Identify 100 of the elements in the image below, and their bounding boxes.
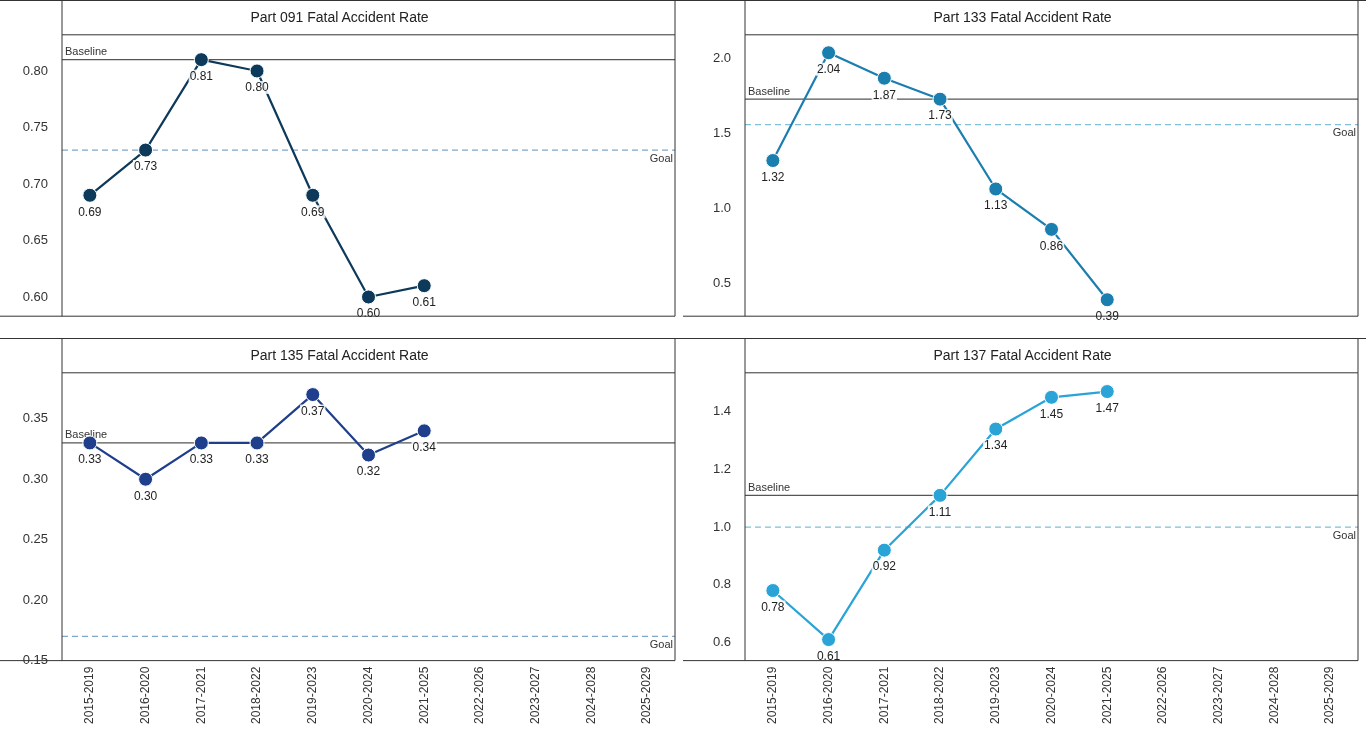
data-label: 1.34 [984, 438, 1008, 453]
point [876, 542, 892, 558]
data-label: 1.47 [1095, 400, 1120, 415]
point [1099, 292, 1115, 308]
data-label: 0.33 [189, 452, 214, 467]
x-tick-label: 2015-2019 [765, 666, 780, 724]
data-label: 1.11 [928, 504, 952, 519]
point [138, 142, 154, 158]
y-tick-label: 0.30 [22, 470, 48, 486]
x-tick-label: 2016-2020 [137, 666, 152, 724]
data-label: 0.33 [78, 452, 102, 467]
data-label: 0.34 [412, 440, 437, 455]
data-label: 0.37 [301, 403, 325, 418]
y-tick-label: 0.6 [712, 634, 731, 650]
x-tick-label: 2018-2022 [249, 666, 264, 724]
data-label: 0.33 [245, 452, 270, 467]
data-label: 0.86 [1039, 238, 1064, 253]
ref-line-label: Baseline [748, 84, 791, 97]
data-label: 0.78 [761, 599, 785, 614]
point [416, 278, 432, 294]
data-label: 2.04 [816, 62, 841, 77]
point [416, 423, 432, 439]
y-tick-label: 0.60 [22, 288, 48, 304]
x-tick-label: 2020-2024 [360, 666, 375, 724]
y-tick-label: 0.80 [22, 62, 48, 78]
point [361, 447, 376, 463]
y-tick-label: 0.25 [22, 531, 48, 547]
ref-line-label: Goal [1332, 126, 1356, 139]
point [1044, 389, 1059, 405]
point [932, 487, 948, 503]
point [361, 289, 376, 305]
point [193, 435, 209, 451]
chart-title: Part 135 Fatal Accident Rate [250, 347, 429, 364]
x-tick-label: 2017-2021 [193, 666, 208, 724]
point [82, 187, 98, 203]
point [988, 181, 1004, 197]
y-tick-label: 1.0 [712, 200, 731, 216]
ref-line-label: Goal [1332, 528, 1356, 541]
x-tick-label: 2018-2022 [932, 666, 947, 724]
y-tick-label: 2.0 [712, 50, 731, 66]
x-tick-label: 2019-2023 [988, 666, 1003, 724]
data-label: 1.73 [928, 108, 953, 123]
ref-line-label: Baseline [65, 428, 108, 441]
data-label: 0.30 [133, 488, 158, 503]
data-label: 1.32 [761, 169, 785, 184]
y-tick-label: 0.8 [712, 576, 731, 592]
y-tick-label: 1.4 [712, 403, 731, 419]
chart-title: Part 137 Fatal Accident Rate [933, 347, 1112, 364]
x-tick-label: 2022-2026 [1155, 666, 1170, 724]
chart-title: Part 091 Fatal Accident Rate [250, 9, 429, 26]
data-label: 0.81 [189, 68, 214, 83]
data-label: 1.87 [872, 87, 897, 102]
point [1044, 221, 1059, 237]
data-label: 0.73 [133, 159, 158, 174]
x-tick-label: 2021-2025 [1099, 666, 1114, 724]
y-tick-label: 0.70 [22, 175, 48, 191]
y-tick-label: 1.5 [712, 125, 731, 141]
x-tick-label: 2017-2021 [876, 666, 891, 724]
ref-line-label: Goal [649, 151, 673, 164]
x-tick-label: 2015-2019 [82, 666, 97, 724]
data-label: 0.61 [816, 648, 841, 663]
x-tick-label: 2025-2029 [1322, 666, 1337, 724]
point [765, 153, 781, 169]
point [988, 421, 1004, 437]
data-label: 0.80 [245, 80, 270, 95]
point [1099, 384, 1115, 400]
data-label: 1.13 [984, 198, 1008, 213]
y-tick-label: 0.5 [712, 274, 731, 290]
x-tick-label: 2019-2023 [305, 666, 320, 724]
point [932, 91, 948, 107]
ref-line-label: Baseline [748, 480, 791, 493]
point [193, 52, 209, 68]
data-label: 0.69 [301, 204, 325, 219]
point [765, 583, 781, 599]
x-tick-label: 2024-2028 [583, 666, 598, 724]
data-label: 0.92 [872, 559, 897, 574]
data-label: 1.45 [1039, 406, 1064, 421]
x-tick-label: 2022-2026 [472, 666, 487, 724]
point [305, 187, 321, 203]
x-tick-label: 2024-2028 [1266, 666, 1281, 724]
x-tick-label: 2016-2020 [820, 666, 835, 724]
point [876, 70, 892, 86]
y-tick-label: 0.20 [22, 591, 48, 607]
point [821, 632, 837, 648]
data-label: 0.61 [412, 295, 437, 309]
point [249, 435, 265, 451]
y-tick-label: 1.0 [712, 518, 731, 534]
ref-line-label: Baseline [65, 45, 108, 58]
data-label: 0.69 [78, 204, 102, 219]
ref-line-label: Goal [649, 637, 673, 650]
chart-title: Part 133 Fatal Accident Rate [933, 9, 1112, 26]
point [305, 387, 321, 403]
x-tick-label: 2023-2027 [527, 666, 542, 724]
x-tick-label: 2025-2029 [639, 666, 654, 724]
point [821, 45, 837, 61]
y-tick-label: 0.35 [22, 410, 48, 426]
x-tick-label: 2021-2025 [416, 666, 431, 724]
point [249, 63, 265, 79]
data-label: 0.32 [356, 464, 381, 479]
y-tick-label: 1.2 [712, 460, 731, 476]
